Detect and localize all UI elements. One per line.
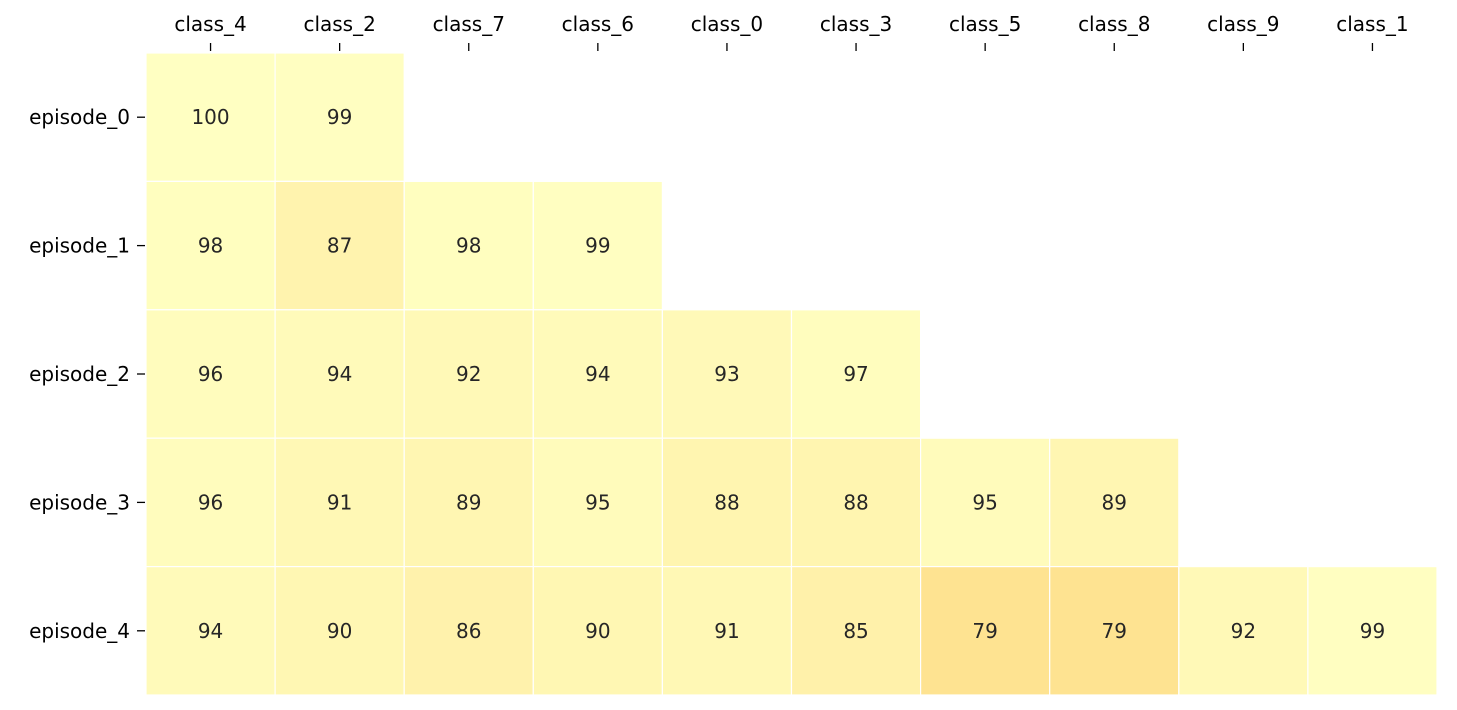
cell-value-label: 100: [191, 105, 229, 129]
cell-value-label: 94: [198, 619, 223, 643]
heatmap-cell-episode_4-class_7: [403, 565, 534, 696]
heatmap-cell-episode_4-class_4: [145, 565, 276, 696]
cell-value-label: 97: [843, 362, 868, 386]
y-tick-label: episode_1: [29, 234, 130, 258]
heatmap-cell-episode_0-class_4: [145, 52, 276, 182]
cell-value-label: 93: [714, 362, 739, 386]
x-tick-label: class_1: [1336, 12, 1408, 36]
heatmap-cell-episode_0-class_2: [274, 52, 405, 182]
y-tick-label: episode_3: [29, 490, 130, 514]
y-tick-label: episode_0: [29, 105, 130, 129]
x-tick-label: class_2: [303, 12, 375, 36]
cell-value-label: 89: [456, 490, 481, 514]
cell-value-label: 90: [585, 619, 610, 643]
cell-value-label: 91: [327, 490, 352, 514]
heatmap-cell-episode_3-class_2: [274, 437, 405, 568]
cell-value-label: 98: [456, 234, 481, 258]
cell-value-label: 96: [198, 490, 223, 514]
heatmap-cell-episode_3-class_3: [790, 437, 922, 568]
y-tick-label: episode_4: [29, 619, 130, 643]
heatmap-cell-episode_2-class_6: [532, 309, 663, 439]
heatmap-cell-episode_2-class_2: [274, 309, 405, 439]
x-tick-label: class_3: [820, 12, 892, 36]
cell-value-label: 91: [714, 619, 739, 643]
cell-value-label: 89: [1102, 490, 1127, 514]
heatmap-cell-episode_3-class_7: [403, 437, 534, 568]
cell-value-label: 98: [198, 234, 223, 258]
heatmap-cell-episode_4-class_2: [274, 565, 405, 696]
heatmap-cell-episode_3-class_0: [661, 437, 793, 568]
cell-value-label: 96: [198, 362, 223, 386]
heatmap-cell-episode_4-class_1: [1307, 565, 1438, 696]
cell-value-label: 92: [1231, 619, 1256, 643]
x-tick-label: class_0: [691, 12, 763, 36]
heatmap-cell-episode_4-class_0: [661, 565, 793, 696]
cell-value-label: 92: [456, 362, 481, 386]
cell-value-label: 88: [714, 490, 739, 514]
cell-value-label: 88: [843, 490, 868, 514]
cell-value-label: 99: [585, 234, 610, 258]
cell-value-label: 95: [585, 490, 610, 514]
heatmap-cell-episode_4-class_9: [1178, 565, 1309, 696]
cell-value-labels: 100 99 98 87 98 99 96 94 92 94 93 97 96 91 89 95 88 88 95 8…: [191, 105, 1385, 643]
heatmap-cell-episode_1-class_4: [145, 180, 276, 311]
cell-value-label: 99: [327, 105, 352, 129]
heatmap-cell-episode_2-class_3: [790, 309, 922, 439]
heatmap-cell-episode_3-class_6: [532, 437, 663, 568]
heatmap-cell-episode_3-class_8: [1049, 437, 1180, 568]
x-tick-label: class_6: [562, 12, 634, 36]
x-tick-label: class_8: [1078, 12, 1150, 36]
x-tick-label: class_9: [1207, 12, 1279, 36]
cell-value-label: 85: [843, 619, 868, 643]
cell-value-label: 94: [585, 362, 610, 386]
cell-value-label: 95: [972, 490, 997, 514]
heatmap-cell-episode_4-class_8: [1049, 565, 1180, 696]
x-axis-top: class_4 class_2 class_7 class_6 class_0 class…: [174, 12, 1409, 51]
heatmap-cell-episode_3-class_5: [919, 437, 1051, 568]
x-tick-label: class_4: [174, 12, 246, 36]
cell-value-label: 79: [972, 619, 997, 643]
heatmap-cell-episode_1-class_2: [274, 180, 405, 311]
x-tick-label: class_5: [949, 12, 1021, 36]
heatmap-cell-episode_3-class_4: [145, 437, 276, 568]
cell-value-label: 86: [456, 619, 481, 643]
y-axis-left: episode_0 episode_1 episode_2 episode_3epis…: [29, 105, 145, 643]
heatmap-cell-episode_4-class_5: [919, 565, 1051, 696]
heatmap-cells: [145, 52, 1438, 696]
cell-value-label: 94: [327, 362, 352, 386]
cell-value-label: 90: [327, 619, 352, 643]
heatmap-cell-episode_1-class_7: [403, 180, 534, 311]
y-tick-label: episode_2: [29, 362, 130, 386]
cell-value-label: 79: [1102, 619, 1127, 643]
cell-value-label: 87: [327, 234, 352, 258]
cell-value-label: 99: [1360, 619, 1385, 643]
heatmap-cell-episode_1-class_6: [532, 180, 663, 311]
x-tick-label: class_7: [433, 12, 505, 36]
